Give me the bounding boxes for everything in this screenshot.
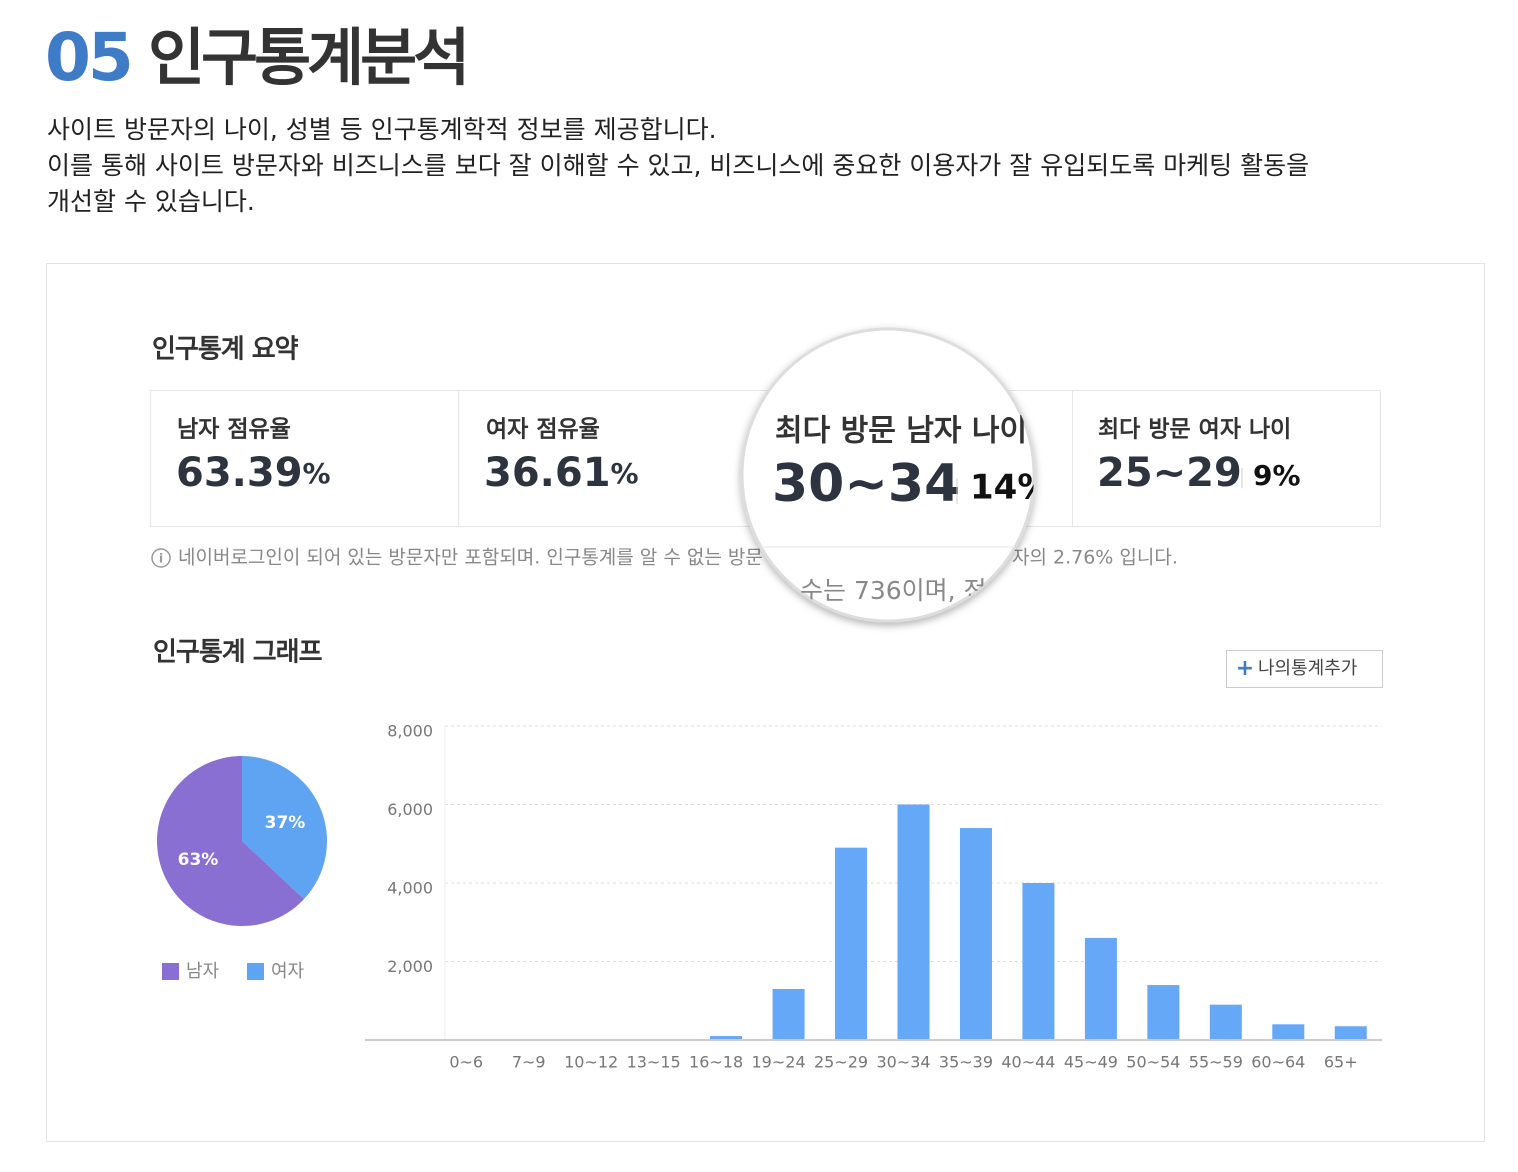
x-tick-label: 25~29 [814,1053,868,1072]
info-icon-glyph: i [159,552,163,566]
bar [1084,937,1117,1040]
magnified-content: 최다 방문 남자 나이 30~34 14% 수는 736이며, 전 [742,414,1051,605]
x-tick-label: 45~49 [1064,1053,1118,1072]
button-frame[interactable] [1226,650,1383,688]
card-value: 63.39% [176,450,331,496]
card-value: 36.61% [484,450,639,496]
x-tick-label: 7~9 [512,1053,546,1072]
bar [1147,985,1180,1040]
card-label: 최다 방문 여자 나이 [1098,417,1291,443]
info-icon [151,548,171,568]
description: 사이트 방문자의 나이, 성별 등 인구통계학적 정보를 제공합니다. [47,115,717,144]
x-tick-label: 19~24 [752,1053,806,1072]
card-value: 25~29 [1097,450,1242,496]
value: 63.39 [176,450,303,496]
y-tick-label: 6,000 [387,800,433,819]
unit: % [611,457,639,490]
card-label: 최다 방문 남자 나이 [775,414,1027,449]
unit: % [303,457,331,490]
card-share: 9% [1253,459,1301,492]
x-tick-label: 65+ [1324,1053,1358,1072]
x-tick-label: 0~6 [449,1053,483,1072]
x-tick-label: 10~12 [564,1053,618,1072]
summary-heading: 인구통계 요약 [152,335,299,365]
section-title: 인구통계분석 [148,21,466,94]
value: 36.61 [484,450,611,496]
pie-slice [242,756,328,900]
magnifier [740,327,1036,623]
x-tick-label: 55~59 [1189,1053,1243,1072]
bar [1334,1026,1367,1040]
pie-label: 63% [178,850,219,870]
description: 이를 통해 사이트 방문자와 비즈니스를 보다 잘 이해할 수 있고, 비즈니스… [47,151,1309,180]
description: 개선할 수 있습니다. [47,187,255,216]
legend-label: 남자 [186,961,220,982]
bar [897,804,930,1040]
x-tick-label: 60~64 [1251,1053,1305,1072]
legend-label: 여자 [271,961,305,982]
card-share: 14% [970,468,1051,508]
note: 네이버로그인이 되어 있는 방문자만 포함되며. 인구통계를 알 수 없는 방문 [178,547,763,569]
bar [1272,1024,1305,1040]
legend-swatch [162,963,179,980]
x-tick-label: 16~18 [689,1053,743,1072]
legend-swatch [247,963,264,980]
y-tick-label: 2,000 [387,957,433,976]
card-value: 30~34 [772,454,960,514]
bar [1209,1004,1242,1040]
add-stat-button[interactable]: + 나의통계추가 [1226,650,1383,688]
note: 자의 2.76% 입니다. [1012,547,1178,569]
bar [772,988,805,1040]
pie-slice [157,756,304,926]
x-tick-label: 35~39 [939,1053,993,1072]
bar [835,847,868,1040]
card-label: 여자 점유율 [486,417,600,443]
graph-heading: 인구통계 그래프 [153,638,323,668]
x-tick-label: 50~54 [1126,1053,1180,1072]
pie-label: 37% [265,813,306,833]
section-number: 05 [45,19,131,96]
bar [959,828,992,1040]
y-tick-label: 4,000 [387,879,433,898]
card-label: 남자 점유율 [177,417,291,443]
y-tick-label: 8,000 [387,722,433,741]
x-tick-label: 40~44 [1001,1053,1055,1072]
bar [710,1036,743,1040]
x-tick-label: 13~15 [627,1053,681,1072]
x-tick-label: 30~34 [876,1053,930,1072]
button-label[interactable]: 나의통계추가 [1258,658,1357,679]
bar [1022,883,1055,1040]
magnified-note: 수는 736이며, 전 [800,576,987,605]
plus-icon[interactable]: + [1236,656,1254,681]
